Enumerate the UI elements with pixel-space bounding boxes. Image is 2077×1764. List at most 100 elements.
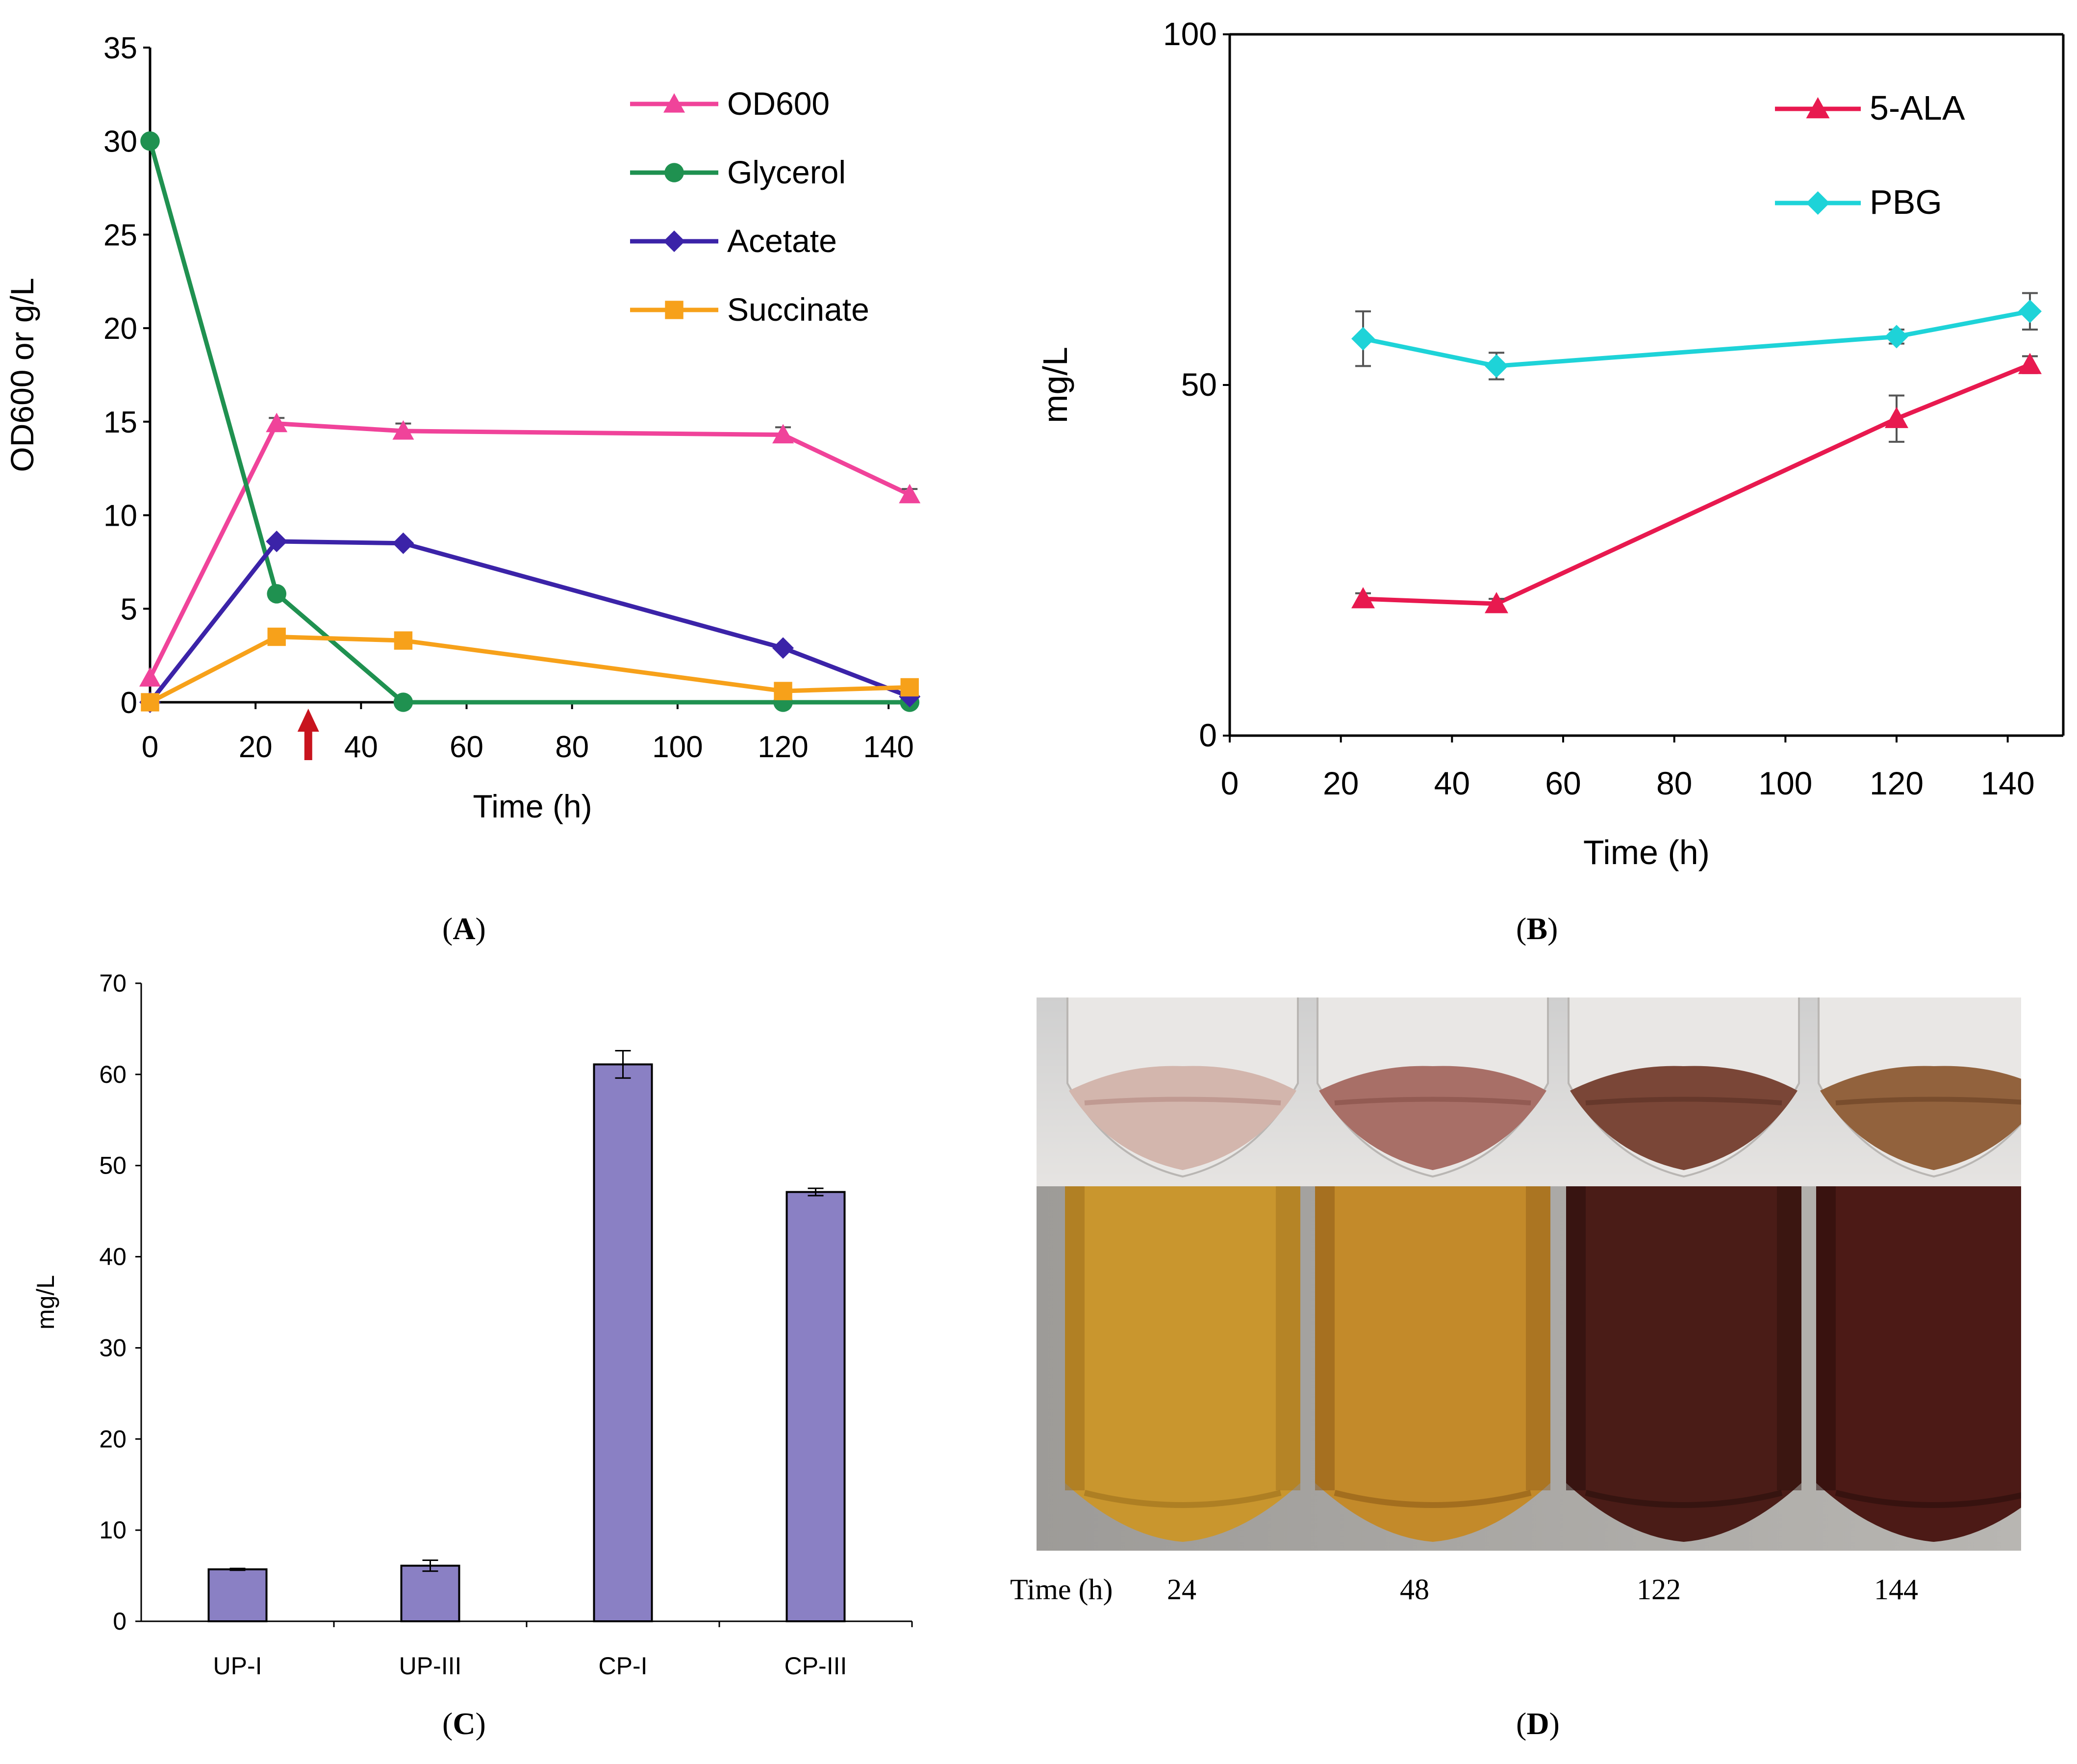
- y-axis-title: OD600 or g/L: [4, 278, 40, 472]
- tube-bottom-144: [1816, 1186, 2021, 1542]
- y-tick-label-60: 60: [99, 1061, 127, 1088]
- chart-c: 010203040506070mg/LUP-I UP-III CP-I CP-III: [32, 970, 912, 1680]
- tube-bottom-shade: [1777, 1186, 1801, 1490]
- y-tick-label-30: 30: [103, 125, 137, 159]
- point-glycerol-24: [267, 584, 286, 604]
- x-tick-label-100: 100: [652, 730, 703, 764]
- tube-bottom-liquid: [1816, 1186, 2021, 1542]
- y-tick-label-100: 100: [1163, 16, 1217, 52]
- y-tick-label-35: 35: [103, 31, 137, 65]
- y-tick-label-0: 0: [121, 686, 137, 720]
- x-tick-label-80: 80: [555, 730, 589, 764]
- y-tick-label-30: 30: [99, 1334, 127, 1361]
- chart-b: 0 50 100 0 20 40 60 80 100 120 140 Time (h) mg/L 5-AL…: [1036, 16, 2063, 871]
- figure: 0 5 10 15 20 25 30 35 0 20 40 60 80 100 120 140 Time (h)…: [0, 0, 2077, 1764]
- y-tick-label-50: 50: [1181, 366, 1217, 403]
- series-succinate: [141, 628, 919, 712]
- point-5-ala-144: [2018, 353, 2042, 374]
- point-succinate-0: [141, 693, 159, 711]
- panel-label-c: (C): [442, 1706, 486, 1742]
- point-pbg-120: [1885, 325, 1908, 348]
- y-tick-label-40: 40: [99, 1243, 127, 1271]
- point-succinate-48: [394, 631, 412, 649]
- bar-up-iii: [402, 1566, 459, 1621]
- annotation-arrow: [298, 709, 319, 760]
- tube-bottom-shade: [1566, 1186, 1586, 1490]
- tube-bottom-shade: [1276, 1186, 1300, 1490]
- panel-label-a: (A): [442, 911, 486, 947]
- x-tick-label-0: 0: [1221, 765, 1239, 801]
- time-label-122: 122: [1637, 1573, 1681, 1607]
- bar-cp-i: [594, 1064, 652, 1621]
- time-axis-label: Time (h): [1010, 1573, 1113, 1607]
- y-tick-label-0: 0: [113, 1608, 127, 1635]
- series-5-ala: [1351, 353, 2042, 614]
- y-tick-label-10: 10: [103, 499, 137, 533]
- category-label-cp-iii: CP-III: [785, 1652, 847, 1680]
- y-tick-label-5: 5: [121, 592, 137, 626]
- point-pbg-24: [1351, 327, 1375, 351]
- legend-label-pbg: PBG: [1870, 183, 1942, 221]
- legend-label-5-ala: 5-ALA: [1870, 89, 1965, 127]
- x-tick-label-0: 0: [142, 730, 158, 764]
- point-succinate-144: [901, 678, 919, 696]
- tube-bottom-shade: [1526, 1186, 1550, 1490]
- tube-bottom-48: [1315, 1186, 1550, 1542]
- series-line-acetate: [150, 541, 910, 702]
- time-label-24: 24: [1167, 1573, 1196, 1607]
- y-axis-title: mg/L: [1036, 347, 1074, 423]
- series-line-pbg: [1363, 311, 2030, 366]
- tube-photo-drawing: [1037, 997, 2021, 1551]
- tube-photo: [1037, 997, 2021, 1551]
- x-axis-title: Time (h): [1583, 833, 1710, 871]
- category-label-cp-i: CP-I: [599, 1652, 648, 1680]
- series-acetate: [139, 531, 920, 713]
- point-od600-144: [899, 484, 920, 504]
- x-tick-label-100: 100: [1758, 765, 1812, 801]
- arrow-head: [298, 709, 319, 732]
- x-tick-label-20: 20: [239, 730, 273, 764]
- point-glycerol-0: [140, 131, 160, 151]
- series-glycerol: [140, 131, 919, 712]
- category-label-up-i: UP-I: [213, 1652, 262, 1680]
- time-label-144: 144: [1874, 1573, 1918, 1607]
- x-tick-label-40: 40: [1434, 765, 1470, 801]
- y-tick-label-10: 10: [99, 1516, 127, 1544]
- bar-cp-iii: [787, 1192, 845, 1621]
- x-tick-label-140: 140: [1981, 765, 2035, 801]
- legend-label-od600: OD600: [727, 85, 830, 122]
- point-succinate-120: [774, 682, 792, 700]
- bottom-tubes: [1065, 1186, 2021, 1542]
- x-tick-label-140: 140: [863, 730, 913, 764]
- arrow-shaft: [304, 730, 312, 760]
- x-tick-label-80: 80: [1656, 765, 1692, 801]
- x-tick-label-60: 60: [1545, 765, 1581, 801]
- point-glycerol-48: [394, 692, 413, 712]
- point-od600-0: [139, 667, 161, 687]
- y-tick-label-20: 20: [103, 312, 137, 346]
- series-line-5-ala: [1363, 365, 2030, 604]
- panel-label-d: (D): [1516, 1706, 1560, 1742]
- tube-bottom-liquid: [1065, 1186, 1300, 1542]
- y-tick-label-70: 70: [99, 970, 127, 997]
- bar-up-i: [209, 1569, 267, 1621]
- x-axis-title: Time (h): [473, 788, 592, 824]
- series-pbg: [1351, 293, 2042, 380]
- tube-bottom-shade: [1315, 1186, 1335, 1490]
- tube-bottom-shade: [1065, 1186, 1085, 1490]
- x-tick-label-60: 60: [450, 730, 483, 764]
- y-tick-label-25: 25: [103, 218, 137, 252]
- legend-label-succinate: Succinate: [727, 291, 869, 328]
- time-label-48: 48: [1400, 1573, 1429, 1607]
- legend-label-glycerol: Glycerol: [727, 154, 846, 190]
- y-axis-title: mg/L: [32, 1275, 59, 1329]
- tube-bottom-shade: [1816, 1186, 1836, 1490]
- x-tick-label-120: 120: [1870, 765, 1924, 801]
- legend-marker-glycerol: [664, 163, 684, 182]
- point-pbg-48: [1485, 354, 1508, 378]
- series-line-succinate: [150, 637, 910, 703]
- legend-label-acetate: Acetate: [727, 223, 837, 259]
- point-acetate-120: [772, 637, 794, 659]
- y-tick-label-50: 50: [99, 1152, 127, 1179]
- chart-a: 0 5 10 15 20 25 30 35 0 20 40 60 80 100 120 140 Time (h)…: [4, 31, 920, 824]
